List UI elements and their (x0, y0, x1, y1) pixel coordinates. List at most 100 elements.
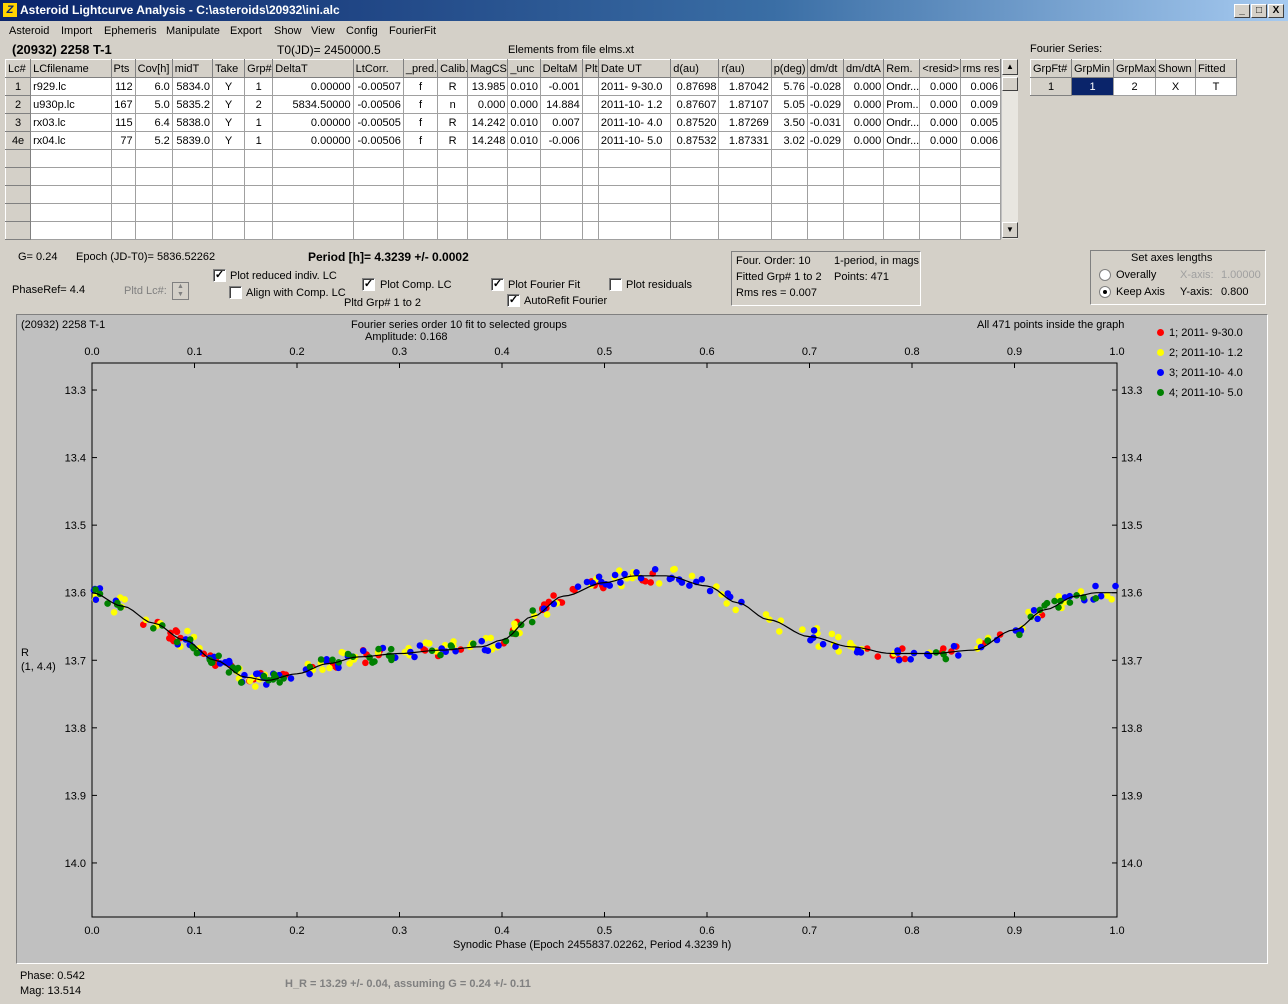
table-cell[interactable] (402, 221, 439, 240)
fourier-cell[interactable]: 1 (1030, 77, 1072, 96)
chart-plot-svg[interactable]: 0.0 0.0 0.1 0.1 0.2 0.2 0.3 0.3 0.4 0.4 0.5 0.5 0.6 0… (17, 315, 1267, 963)
table-cell[interactable]: 5834.0 (171, 77, 213, 96)
table-cell[interactable]: 77 (110, 131, 136, 150)
table-cell[interactable]: 14.248 (467, 131, 509, 150)
table-cell[interactable] (507, 185, 541, 204)
table-cell[interactable] (770, 203, 808, 222)
table-cell[interactable] (272, 167, 354, 186)
fourier-column-header[interactable]: GrpMin (1071, 59, 1114, 78)
column-header[interactable]: Take (211, 59, 246, 78)
column-header[interactable]: DeltaT (272, 59, 354, 78)
table-cell[interactable] (539, 203, 583, 222)
fourier-column-header[interactable]: GrpMax (1113, 59, 1156, 78)
table-cell[interactable] (4, 167, 32, 186)
table-cell[interactable] (718, 149, 772, 168)
column-header[interactable]: LCfilename (30, 59, 112, 78)
table-cell[interactable] (843, 203, 885, 222)
table-cell[interactable]: 0.000 (507, 95, 541, 114)
table-cell[interactable]: f (402, 113, 439, 132)
table-cell[interactable] (806, 185, 845, 204)
row-header[interactable]: 1 (4, 77, 32, 96)
table-cell[interactable] (718, 203, 772, 222)
table-cell[interactable] (211, 203, 246, 222)
table-cell[interactable]: r929.lc (30, 77, 112, 96)
table-cell[interactable] (597, 185, 672, 204)
column-header[interactable]: Pts (110, 59, 136, 78)
table-cell[interactable]: 13.985 (467, 77, 509, 96)
table-cell[interactable] (402, 167, 439, 186)
table-cell[interactable] (670, 203, 720, 222)
table-cell[interactable] (507, 221, 541, 240)
table-cell[interactable] (211, 221, 246, 240)
table-cell[interactable] (272, 149, 354, 168)
row-header[interactable]: 2 (4, 95, 32, 114)
column-header[interactable]: r(au) (718, 59, 772, 78)
scroll-up-icon[interactable]: ▲ (1002, 59, 1018, 75)
column-header[interactable]: Calib. (437, 59, 469, 78)
table-cell[interactable] (718, 167, 772, 186)
column-header[interactable]: d(au) (670, 59, 720, 78)
table-cell[interactable]: Ondr... (883, 113, 921, 132)
table-cell[interactable] (718, 221, 772, 240)
column-header[interactable]: _pred. (402, 59, 439, 78)
table-cell[interactable]: Y (211, 95, 246, 114)
table-cell[interactable]: 0.000 (919, 131, 961, 150)
table-cell[interactable] (211, 167, 246, 186)
menu-asteroid[interactable]: Asteroid (9, 25, 50, 37)
row-header[interactable]: 3 (4, 113, 32, 132)
table-cell[interactable]: 0.000 (843, 95, 885, 114)
table-row[interactable]: 4e rx04.lc 77 5.2 5839.0 Y 1 0.00000 -0.00506 f R 1… (4, 131, 1002, 150)
table-cell[interactable]: 5834.50000 (272, 95, 354, 114)
column-header[interactable]: dm/dt (806, 59, 845, 78)
plot-residuals-checkbox[interactable] (609, 278, 622, 291)
table-cell[interactable]: 167 (110, 95, 136, 114)
table-cell[interactable] (581, 149, 599, 168)
table-cell[interactable] (171, 167, 213, 186)
table-cell[interactable] (581, 113, 599, 132)
menu-manipulate[interactable]: Manipulate (166, 25, 220, 37)
table-cell[interactable]: R (437, 131, 469, 150)
table-cell[interactable]: 2 (244, 95, 274, 114)
table-cell[interactable]: 0.006 (959, 77, 1002, 96)
table-cell[interactable]: 0.00000 (272, 113, 354, 132)
table-cell[interactable] (4, 221, 32, 240)
table-cell[interactable] (919, 167, 961, 186)
table-cell[interactable] (539, 221, 583, 240)
table-cell[interactable]: Ondr... (883, 77, 921, 96)
column-header[interactable]: Plt (581, 59, 599, 78)
table-cell[interactable] (959, 149, 1002, 168)
table-cell[interactable]: -0.00505 (352, 113, 404, 132)
table-cell[interactable] (670, 167, 720, 186)
table-cell[interactable] (507, 167, 541, 186)
table-cell[interactable] (670, 221, 720, 240)
table-cell[interactable] (883, 185, 921, 204)
table-cell[interactable]: 5.0 (134, 95, 173, 114)
table-cell[interactable] (272, 221, 354, 240)
table-cell[interactable] (402, 203, 439, 222)
table-cell[interactable]: 1.87107 (718, 95, 772, 114)
table-cell[interactable]: 0.005 (959, 113, 1002, 132)
table-cell[interactable]: 14.242 (467, 113, 509, 132)
table-cell[interactable] (597, 203, 672, 222)
table-cell[interactable] (770, 185, 808, 204)
table-row[interactable]: 2 u930p.lc 167 5.0 5835.2 Y 2 5834.50000 -0.0050… (4, 95, 1002, 114)
menu-export[interactable]: Export (230, 25, 262, 37)
table-cell[interactable] (581, 185, 599, 204)
table-cell[interactable] (718, 185, 772, 204)
table-cell[interactable] (171, 203, 213, 222)
table-cell[interactable]: Ondr... (883, 131, 921, 150)
table-cell[interactable] (883, 203, 921, 222)
lightcurve-chart[interactable]: (20932) 2258 T-1 Fourier series order 10… (16, 314, 1268, 964)
fourier-cell[interactable]: 1 (1071, 77, 1114, 96)
table-cell[interactable] (539, 167, 583, 186)
table-cell[interactable] (171, 185, 213, 204)
table-cell[interactable] (352, 167, 404, 186)
table-cell[interactable] (919, 149, 961, 168)
table-cell[interactable] (670, 185, 720, 204)
plot-comp-checkbox[interactable]: ✓ (362, 278, 375, 291)
menu-fourierfit[interactable]: FourierFit (389, 25, 437, 37)
table-cell[interactable]: 0.000 (919, 77, 961, 96)
overally-radio[interactable] (1099, 269, 1111, 281)
table-cell[interactable]: 1 (244, 131, 274, 150)
table-cell[interactable] (352, 149, 404, 168)
